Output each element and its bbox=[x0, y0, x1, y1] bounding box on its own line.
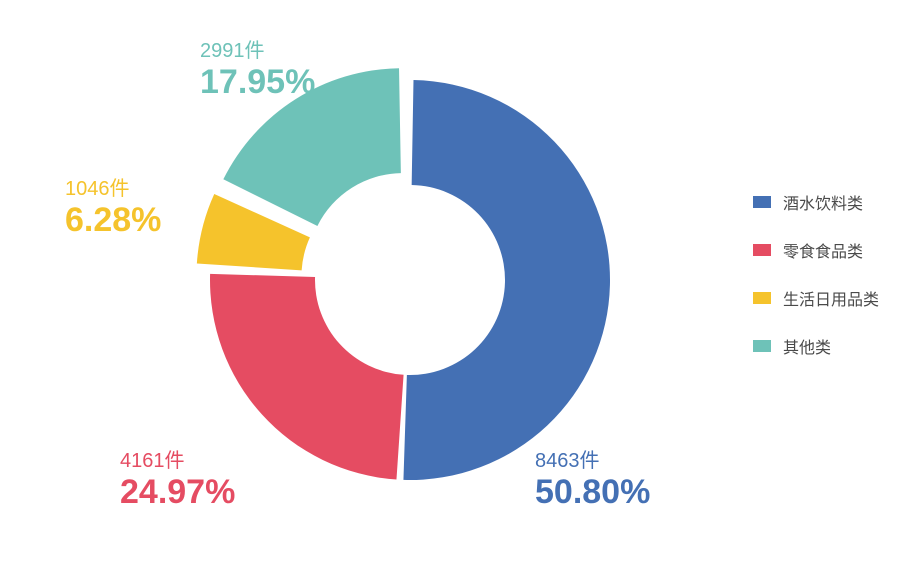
slice-percent: 50.80% bbox=[535, 473, 650, 512]
donut-slice-snacks bbox=[210, 274, 404, 480]
donut-slice-beverages bbox=[403, 80, 610, 480]
donut-chart: 8463件 50.80% 4161件 24.97% 1046件 6.28% 29… bbox=[0, 0, 919, 569]
slice-percent: 17.95% bbox=[200, 63, 315, 102]
legend-swatch bbox=[753, 244, 771, 256]
legend-label: 生活日用品类 bbox=[783, 286, 879, 310]
slice-count: 2991件 bbox=[200, 40, 315, 63]
slice-label-beverages: 8463件 50.80% bbox=[535, 450, 650, 512]
legend-item-beverages: 酒水饮料类 bbox=[753, 190, 879, 214]
legend-swatch bbox=[753, 196, 771, 208]
slice-label-daily: 1046件 6.28% bbox=[65, 178, 161, 240]
slice-label-other: 2991件 17.95% bbox=[200, 40, 315, 102]
slice-count: 1046件 bbox=[65, 178, 161, 201]
slice-percent: 24.97% bbox=[120, 473, 235, 512]
slice-count: 4161件 bbox=[120, 450, 235, 473]
slice-count: 8463件 bbox=[535, 450, 650, 473]
legend-item-other: 其他类 bbox=[753, 334, 879, 358]
legend-item-snacks: 零食食品类 bbox=[753, 238, 879, 262]
slice-percent: 6.28% bbox=[65, 201, 161, 240]
slice-label-snacks: 4161件 24.97% bbox=[120, 450, 235, 512]
legend-item-daily: 生活日用品类 bbox=[753, 286, 879, 310]
legend: 酒水饮料类 零食食品类 生活日用品类 其他类 bbox=[753, 190, 879, 382]
legend-swatch bbox=[753, 340, 771, 352]
legend-swatch bbox=[753, 292, 771, 304]
legend-label: 酒水饮料类 bbox=[783, 190, 863, 214]
legend-label: 其他类 bbox=[783, 334, 831, 358]
legend-label: 零食食品类 bbox=[783, 238, 863, 262]
